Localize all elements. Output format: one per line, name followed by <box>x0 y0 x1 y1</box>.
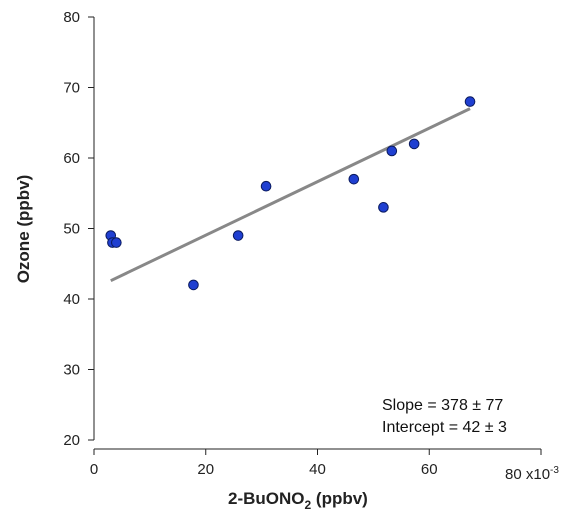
x-scale-label-base: 80 x10 <box>505 466 550 483</box>
x-tick-label: 40 <box>309 461 326 478</box>
y-tick-label: 20 <box>63 432 80 449</box>
data-point <box>348 173 360 185</box>
x-axis-title-unit: (ppbv) <box>311 489 368 508</box>
data-point <box>111 237 122 248</box>
y-tick-label: 70 <box>63 80 80 97</box>
y-tick-label: 30 <box>63 362 80 379</box>
data-point <box>386 145 398 157</box>
x-scale-label: 80 x10-3 <box>505 465 559 483</box>
y-tick-label: 40 <box>63 291 80 308</box>
y-tick-label: 50 <box>63 221 80 238</box>
slope-annotation: Slope = 378 ± 77 <box>382 397 503 414</box>
axes <box>93 17 541 450</box>
data-point <box>260 180 272 192</box>
data-points <box>105 96 476 291</box>
data-point <box>408 138 420 150</box>
x-tick-label: 0 <box>90 461 98 478</box>
x-scale-label-exponent: -3 <box>550 465 559 476</box>
data-point <box>378 202 389 213</box>
x-ticks: 0 20 40 60 <box>90 449 542 478</box>
y-axis-title: Ozone (ppbv) <box>14 175 33 284</box>
y-tick-label: 60 <box>63 150 80 167</box>
x-axis-title-main: 2-BuONO <box>228 489 305 508</box>
intercept-annotation: Intercept = 42 ± 3 <box>382 419 507 436</box>
x-axis-title: 2-BuONO2 (ppbv) <box>228 489 368 512</box>
data-point <box>232 230 244 241</box>
x-tick-label: 20 <box>197 461 214 478</box>
x-tick-label: 60 <box>421 461 438 478</box>
data-point <box>464 96 476 107</box>
regression-line <box>110 107 471 283</box>
x-axis-title-subscript: 2 <box>305 498 312 512</box>
fit-line-group <box>110 107 471 283</box>
data-point <box>188 279 199 291</box>
y-ticks: 20 30 40 50 60 70 80 <box>63 9 94 449</box>
y-tick-label: 80 <box>63 9 80 26</box>
